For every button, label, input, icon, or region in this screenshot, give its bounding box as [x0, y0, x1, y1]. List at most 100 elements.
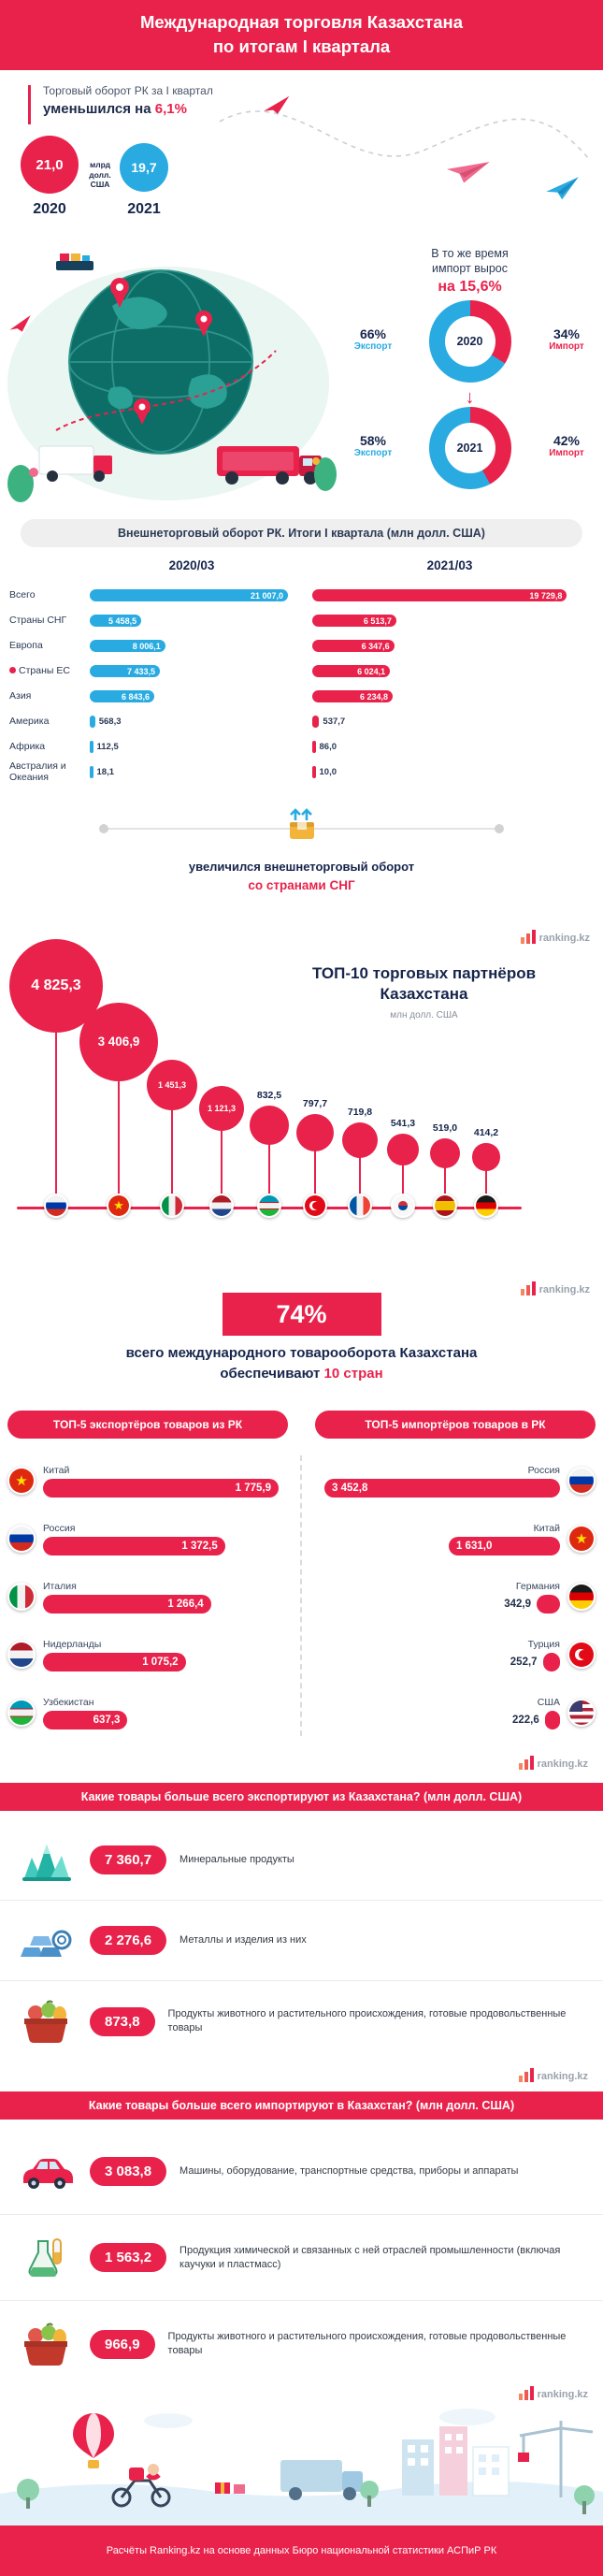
- bar-2021: [312, 766, 316, 778]
- top10-bubbles: 4 825,3 3 406,9 ★ 1 451,3 1 121,3 832,5 797,7 7…: [0, 926, 603, 1281]
- city-delivery-illustration: [0, 2404, 603, 2525]
- region-label: Америка: [9, 715, 50, 727]
- top5-row: ★ Китай 1 775,9: [7, 1452, 288, 1510]
- partner-flag: [388, 1194, 418, 1218]
- partner-flag: ★: [104, 1194, 134, 1218]
- ranking-logo-bars-icon: [518, 1756, 534, 1770]
- goods-label: Продукция химической и связанных с ней о…: [179, 2244, 561, 2270]
- top10-title: ТОП-10 торговых партнёров Казахстана млн…: [252, 963, 596, 1020]
- column-header-2020: 2020/03: [168, 558, 215, 572]
- flag-uzbekistan-icon: [7, 1699, 36, 1727]
- top5-export-list: ★ Китай 1 775,9 Россия 1 372,5 Италия 1 266,4 Н…: [7, 1452, 288, 1742]
- country-label: Россия: [43, 1522, 76, 1534]
- partner-value: 414,2: [473, 1127, 499, 1139]
- partner-bubble: 1 121,3: [198, 1085, 245, 1132]
- turnover-intro: Торговый оборот РК за I квартал: [43, 84, 213, 97]
- share-highlight: 10 стран: [323, 1366, 383, 1382]
- import-growth-value: на 15,6%: [438, 278, 502, 295]
- goods-label: Продукты животного и растительного проис…: [167, 2008, 567, 2033]
- partner-bubble: 3 406,9: [79, 1002, 158, 1081]
- value-bar: 1 075,2: [43, 1652, 186, 1672]
- bar-2021: 19 729,8: [312, 589, 567, 601]
- white-truck-icon: [38, 445, 112, 482]
- donut-chart-2021: 58% Экспорт 2021 42% Импорт: [344, 407, 596, 497]
- import-growth-line2: импорт вырос: [432, 262, 508, 276]
- partner-flag: [300, 1194, 330, 1218]
- partner-value: 519,0: [432, 1122, 458, 1134]
- flag-spain-icon: [433, 1194, 457, 1218]
- region-label: Страны СНГ: [9, 614, 67, 626]
- top5-import-list: Россия 3 452,8 Китай 1 631,0 ★ Германия 342,9 Т…: [315, 1452, 596, 1742]
- stem: [485, 1157, 487, 1208]
- growth-cart-icon: [289, 808, 314, 839]
- flag-russia-icon: [567, 1467, 596, 1495]
- turnover-change-value: 6,1%: [154, 101, 187, 117]
- turnover-2021-circle: 19,7: [120, 143, 168, 192]
- stem: [359, 1140, 361, 1208]
- gift-boxes: [215, 2482, 245, 2494]
- goods-row: 1 563,2 Продукция химической и связанных …: [0, 2215, 603, 2301]
- bar-2020: 21 007,0: [90, 589, 288, 601]
- partner-value: 719,8: [347, 1106, 373, 1118]
- flag-uzbekistan-icon: [257, 1194, 281, 1218]
- import-growth-line1: В то же время: [431, 247, 509, 260]
- truck-icon: [280, 2460, 363, 2500]
- import-share-label: 34% Импорт: [549, 326, 584, 352]
- bar-2021: 6 513,7: [312, 615, 396, 627]
- eu-pin-icon: [9, 666, 16, 673]
- country-label: Германия: [515, 1580, 560, 1592]
- flag-germany-icon: [567, 1583, 596, 1611]
- bar-2021: [312, 741, 316, 753]
- country-label: Россия: [527, 1464, 560, 1476]
- table-row: Азия 6 843,6 6 234,8: [0, 684, 603, 709]
- flag-italy-icon: [7, 1583, 36, 1611]
- food-icon: [15, 2323, 77, 2366]
- ship-icon: [56, 253, 93, 270]
- stem: [118, 1042, 120, 1208]
- export-goods-title: Какие товары больше всего экспортируют и…: [0, 1783, 603, 1811]
- import-share-label: 42% Импорт: [549, 433, 584, 458]
- bar-2020: 7 433,5: [90, 665, 161, 677]
- bar-2020: 6 843,6: [90, 690, 155, 702]
- table-row: Европа 8 006,1 6 347,6: [0, 633, 603, 658]
- turnover-2020-circle: 21,0: [21, 136, 79, 194]
- flag-south-korea-icon: [391, 1194, 415, 1218]
- flag-germany-icon: [474, 1194, 498, 1218]
- flag-turkey-icon: [303, 1194, 327, 1218]
- top5-row: США 222,6: [315, 1684, 596, 1742]
- export-goods-list: 7 360,7 Минеральные продукты 2 276,6 Металл…: [0, 1820, 603, 2062]
- metals-icon: [15, 1919, 77, 1962]
- chemistry-icon: [15, 2236, 77, 2280]
- stem: [55, 986, 57, 1208]
- partner-flag: [207, 1194, 237, 1218]
- export-share-label: 58% Экспорт: [353, 433, 393, 458]
- share-text2: обеспечивают 10 стран: [220, 1366, 383, 1382]
- goods-value: 873,8: [90, 2006, 155, 2036]
- partner-bubble: [387, 1134, 419, 1165]
- bar-2020: 8 006,1: [90, 640, 165, 652]
- value-bar: 637,3: [43, 1710, 128, 1729]
- turnover-change: уменьшился на 6,1%: [43, 101, 187, 117]
- flag-china-icon: ★: [567, 1525, 596, 1553]
- column-header-2021: 2021/03: [426, 558, 473, 572]
- bar-2020: [90, 716, 95, 728]
- bar-2020: [90, 741, 93, 753]
- value-bar: 3 452,8: [324, 1478, 560, 1498]
- goods-value: 2 276,6: [90, 1926, 167, 1955]
- footer-illustration: [0, 2404, 603, 2525]
- stem: [314, 1133, 316, 1208]
- goods-row: 7 360,7 Минеральные продукты: [0, 1820, 603, 1901]
- goods-value: 3 083,8: [90, 2157, 167, 2186]
- car-icon: [15, 2151, 77, 2192]
- top5-section: ТОП-5 экспортёров товаров из РК ТОП-5 им…: [0, 1403, 603, 1777]
- value-bar: [542, 1652, 560, 1672]
- minerals-icon: [15, 1839, 77, 1882]
- flag-russia-icon: [44, 1194, 68, 1218]
- goods-row: 3 083,8 Машины, оборудование, транспортны…: [0, 2129, 603, 2215]
- ranking-logo: ranking.kz: [518, 2386, 588, 2400]
- partner-value: 541,3: [390, 1118, 416, 1130]
- stem: [268, 1125, 270, 1208]
- flag-usa-icon: [567, 1699, 596, 1727]
- bar-2020: [90, 766, 93, 778]
- value-bar: [536, 1594, 560, 1614]
